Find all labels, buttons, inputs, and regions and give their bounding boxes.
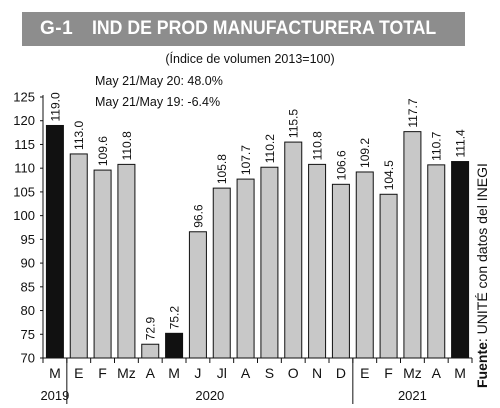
y-tick-label: 90 xyxy=(21,256,35,271)
y-tick-label: 85 xyxy=(21,279,35,294)
x-category-label: E xyxy=(360,365,369,381)
bar-value-label: 117.7 xyxy=(406,98,420,127)
bar-value-label: 110.2 xyxy=(263,134,277,163)
source-text: : UNITÉ con datos del INEGI xyxy=(474,163,490,343)
x-category-label: O xyxy=(288,365,299,381)
bar xyxy=(260,166,279,359)
bar-value-label: 119.0 xyxy=(48,92,62,121)
bar xyxy=(331,183,350,359)
x-category-label: D xyxy=(336,365,346,381)
x-category-label: S xyxy=(265,365,274,381)
bar xyxy=(379,193,398,359)
title-bar xyxy=(22,12,465,46)
bar xyxy=(188,231,207,359)
bar-value-label: 75.2 xyxy=(168,306,182,330)
y-tick-label: 100 xyxy=(13,208,35,223)
x-category-label: Mz xyxy=(117,365,136,381)
x-category-label: M xyxy=(454,365,466,381)
bar-value-label: 106.6 xyxy=(334,150,348,180)
x-category-label: N xyxy=(312,365,322,381)
bar-value-label: 104.5 xyxy=(382,160,396,190)
source-label: Fuente xyxy=(474,342,490,388)
year-label: 2019 xyxy=(40,388,69,403)
bar xyxy=(355,171,374,359)
bar-value-label: 72.9 xyxy=(144,317,158,341)
x-category-label: M xyxy=(168,365,180,381)
bar-value-label: 109.2 xyxy=(358,138,372,168)
y-tick-label: 125 xyxy=(13,90,35,105)
x-category-label: F xyxy=(98,365,107,381)
bar-value-label: 111.4 xyxy=(454,129,468,158)
bar-value-label: 115.5 xyxy=(287,109,301,138)
bar xyxy=(212,187,231,359)
y-tick-label: 75 xyxy=(21,327,35,342)
two-year-change-note: May 21/May 19: -6.4% xyxy=(95,95,221,109)
bar xyxy=(427,164,446,359)
bar-value-label: 113.0 xyxy=(72,120,86,149)
x-category-label: J xyxy=(194,365,201,381)
bar xyxy=(403,131,422,359)
bar-value-label: 105.8 xyxy=(215,154,229,184)
chart-subtitle: (Índice de volumen 2013=100) xyxy=(165,52,335,66)
bar xyxy=(236,178,255,359)
chart-title: IND DE PROD MANUFACTURERA TOTAL xyxy=(92,18,437,39)
bar xyxy=(69,153,88,359)
bar xyxy=(284,141,303,359)
x-category-label: E xyxy=(74,365,83,381)
bar-value-label: 96.6 xyxy=(191,204,205,228)
y-tick-label: 115 xyxy=(14,137,35,152)
y-tick-label: 95 xyxy=(21,232,35,247)
bar-value-label: 109.6 xyxy=(96,136,110,166)
y-tick-label: 105 xyxy=(13,184,35,199)
x-category-label: A xyxy=(241,365,251,381)
y-tick-label: 70 xyxy=(21,351,35,366)
bar-value-label: 110.8 xyxy=(120,131,134,160)
x-category-label: M xyxy=(49,365,61,381)
bar xyxy=(93,169,112,359)
source-note: Fuente: UNITÉ con datos del INEGI xyxy=(474,163,490,388)
y-tick-label: 110 xyxy=(14,161,35,176)
bar xyxy=(141,343,160,359)
bar-value-label: 107.7 xyxy=(239,145,253,175)
bar xyxy=(308,163,327,359)
bar xyxy=(451,161,470,359)
year-label: 2020 xyxy=(195,388,224,403)
chart-code: G-1 xyxy=(40,18,74,39)
bar xyxy=(45,124,64,359)
x-category-label: Jl xyxy=(217,365,227,381)
bar-value-label: 110.7 xyxy=(430,131,444,160)
bar-value-label: 110.8 xyxy=(311,131,325,160)
bar xyxy=(165,332,184,359)
x-category-label: A xyxy=(432,365,442,381)
x-category-label: A xyxy=(146,365,156,381)
year-label: 2021 xyxy=(398,388,427,403)
x-category-label: F xyxy=(384,365,393,381)
x-category-label: Mz xyxy=(403,365,422,381)
y-tick-label: 80 xyxy=(21,303,35,318)
y-tick-label: 120 xyxy=(13,113,35,128)
bar xyxy=(117,163,136,359)
annual-change-note: May 21/May 20: 48.0% xyxy=(95,74,223,88)
